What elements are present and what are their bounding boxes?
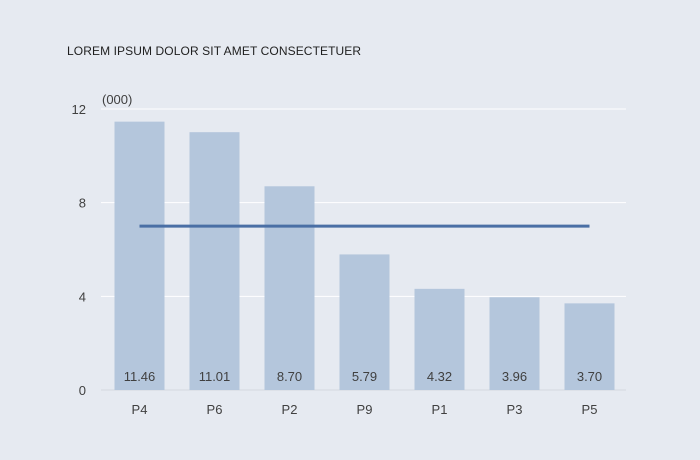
bar [489,297,540,390]
bar [564,303,615,390]
y-tick-label: 12 [72,102,86,117]
bar [414,288,465,390]
x-tick-label: P4 [132,402,148,417]
x-tick-label: P1 [432,402,448,417]
y-unit-label: (000) [102,92,132,107]
chart-title: LOREM IPSUM DOLOR SIT AMET CONSECTETUER [67,44,362,58]
data-label: 5.79 [352,369,377,384]
data-label: 4.32 [427,369,452,384]
x-tick-label: P9 [357,402,373,417]
bar [189,132,240,390]
data-label: 11.46 [124,369,156,384]
data-label: 11.01 [199,369,231,384]
x-tick-label: P5 [582,402,598,417]
data-label: 8.70 [277,369,302,384]
y-tick-label: 4 [79,289,86,304]
y-tick-label: 0 [79,383,86,398]
bar [339,254,390,390]
y-tick-label: 8 [79,196,86,211]
data-label: 3.96 [502,369,527,384]
x-tick-label: P3 [507,402,523,417]
data-label: 3.70 [577,369,602,384]
x-tick-label: P6 [207,402,223,417]
bar [264,186,315,390]
bar [114,121,165,391]
x-tick-label: P2 [282,402,298,417]
